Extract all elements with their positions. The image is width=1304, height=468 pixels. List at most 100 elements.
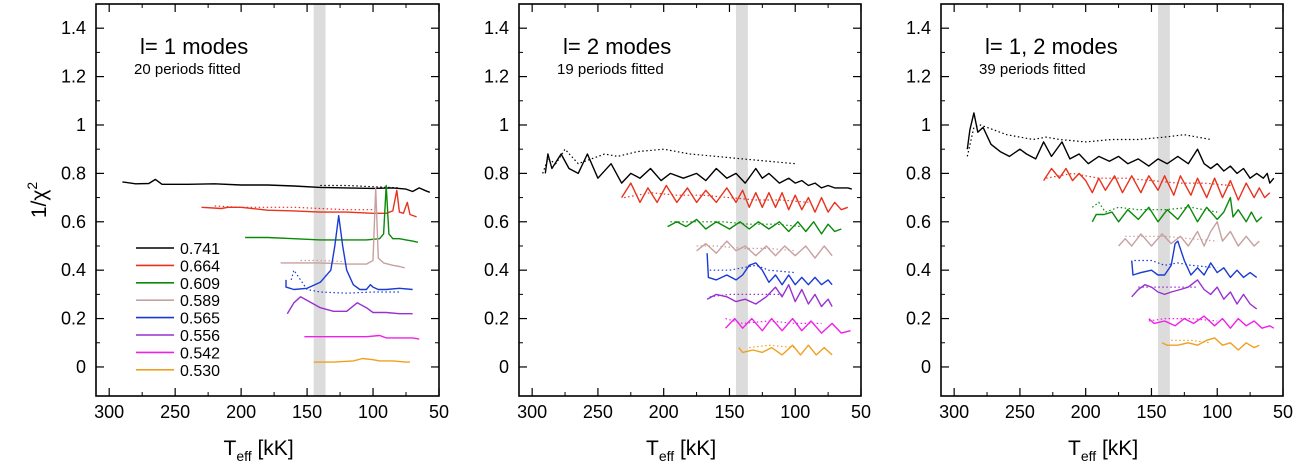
series-0.741-line [122, 178, 431, 193]
series-0.664-dotted [1046, 172, 1231, 187]
legend-label-0.565: 0.565 [180, 311, 220, 328]
panel-1: 300 250 200 150 100 50 0 0.2 0.4 0.6 0.8 1 1.2 1.4 l= … [61, 3, 449, 464]
y-tick-label: 1.2 [484, 67, 509, 87]
series-0.741-dotted [966, 124, 1211, 157]
series-0.542-line [304, 334, 420, 340]
series-0.664-line [201, 189, 417, 218]
series-0.664-line [1043, 167, 1271, 201]
y-tick-label: 1.2 [61, 67, 86, 87]
shaded-band [1158, 4, 1170, 396]
y-tick-label: 0.6 [61, 212, 86, 232]
panel-subtitle: 39 periods fitted [979, 61, 1086, 78]
y-tick-label: 1.4 [484, 18, 509, 38]
series-0.609-line [245, 184, 419, 243]
series-0.664-line [621, 182, 849, 213]
y-tick-label: 0.8 [906, 163, 931, 183]
series-0.664-dotted [214, 205, 373, 211]
x-tick-label: 300 [94, 402, 124, 422]
y-axis-title: 1/χ2 [24, 182, 51, 219]
plot-frame [518, 3, 862, 397]
y-tick-label: 1 [76, 115, 86, 135]
x-tick-label: 50 [851, 402, 871, 422]
series-0.741-dotted [542, 148, 796, 174]
y-tick-label: 0.8 [484, 163, 509, 183]
x-axis-title: Teff [kK] [646, 437, 716, 464]
series-0.530-line [313, 357, 410, 363]
x-tick-label: 250 [160, 402, 190, 422]
y-tick-label: 1 [499, 115, 509, 135]
legend-label-0.741: 0.741 [180, 241, 220, 258]
series-0.530-line [1161, 337, 1260, 351]
legend-label-0.609: 0.609 [180, 276, 220, 293]
series-0.609-line [1091, 196, 1263, 223]
series-group [122, 178, 431, 363]
series-0.589-line [1118, 221, 1260, 247]
x-tick-label: 100 [780, 402, 810, 422]
legend-label-0.530: 0.530 [180, 363, 220, 380]
x-tick-label: 200 [226, 402, 256, 422]
series-0.530-dotted [749, 344, 796, 349]
y-tick-label: 0.2 [484, 309, 509, 329]
series-0.589-dotted [300, 259, 347, 263]
y-tick-label: 0.2 [906, 309, 931, 329]
series-0.565-line [1131, 240, 1258, 279]
series-0.741-line [544, 153, 853, 190]
y-tick-label: 0.4 [906, 260, 931, 280]
x-tick-label: 50 [429, 402, 449, 422]
x-tick-label: 100 [1202, 402, 1232, 422]
x-axis-title: Teff [kK] [1068, 437, 1138, 464]
legend-label-0.556: 0.556 [180, 328, 220, 345]
series-0.565-dotted [709, 264, 796, 274]
series-0.741-dotted [320, 184, 400, 189]
panel-title: l= 2 modes [563, 34, 671, 59]
panel-title: l= 1, 2 modes [985, 34, 1118, 59]
series-0.741-line [966, 112, 1275, 184]
x-tick-label: 50 [1273, 402, 1293, 422]
series-0.556-line [1131, 279, 1258, 310]
x-tick-label: 200 [649, 402, 679, 422]
y-tick-label: 1 [921, 115, 931, 135]
y-tick-label: 0.4 [61, 260, 86, 280]
x-tick-label: 200 [1071, 402, 1101, 422]
y-tick-label: 0 [921, 357, 931, 377]
series-0.589-dotted [696, 245, 796, 252]
x-tick-label: 150 [1136, 402, 1166, 422]
x-tick-label: 150 [292, 402, 322, 422]
panel-subtitle: 20 periods fitted [134, 61, 241, 78]
y-tick-label: 1.4 [906, 18, 931, 38]
panel-2: 300 250 200 150 100 50 0 0.2 0.4 0.6 0.8 1 1.2 1.4 l= … [484, 3, 871, 464]
plot-frame [940, 3, 1284, 397]
series-0.565-dotted [1134, 259, 1218, 269]
shaded-band [736, 4, 748, 396]
y-tick-label: 0 [499, 357, 509, 377]
series-0.609-line [667, 218, 842, 235]
series-0.589-line [696, 240, 833, 259]
x-tick-label: 250 [1005, 402, 1035, 422]
panel-3: 300 250 200 150 100 50 0 0.2 0.4 0.6 0.8 1 1.2 1.4 l= … [906, 3, 1293, 464]
y-tick-label: 1.4 [61, 18, 86, 38]
x-tick-label: 300 [517, 402, 547, 422]
series-0.664-dotted [624, 192, 809, 203]
series-0.542-line [724, 317, 851, 334]
shaded-band [313, 4, 326, 396]
series-0.556-line [706, 284, 833, 308]
y-tick-label: 0.4 [484, 260, 509, 280]
legend-label-0.589: 0.589 [180, 293, 220, 310]
series-0.565-line [285, 214, 413, 291]
series-0.556-line [286, 296, 413, 315]
x-tick-label: 250 [583, 402, 613, 422]
series-group [966, 112, 1275, 351]
y-tick-label: 0.6 [484, 212, 509, 232]
series-0.556-dotted [709, 293, 783, 298]
legend-label-0.664: 0.664 [180, 258, 220, 275]
panel-title: l= 1 modes [140, 34, 248, 59]
y-tick-label: 0.6 [906, 212, 931, 232]
y-tick-label: 0 [76, 357, 86, 377]
legend-label-0.542: 0.542 [180, 345, 220, 362]
x-axis-title: Teff [kK] [224, 437, 294, 464]
plot-frame [95, 3, 440, 397]
series-0.542-line [1148, 315, 1275, 329]
series-0.589-line [280, 187, 405, 269]
